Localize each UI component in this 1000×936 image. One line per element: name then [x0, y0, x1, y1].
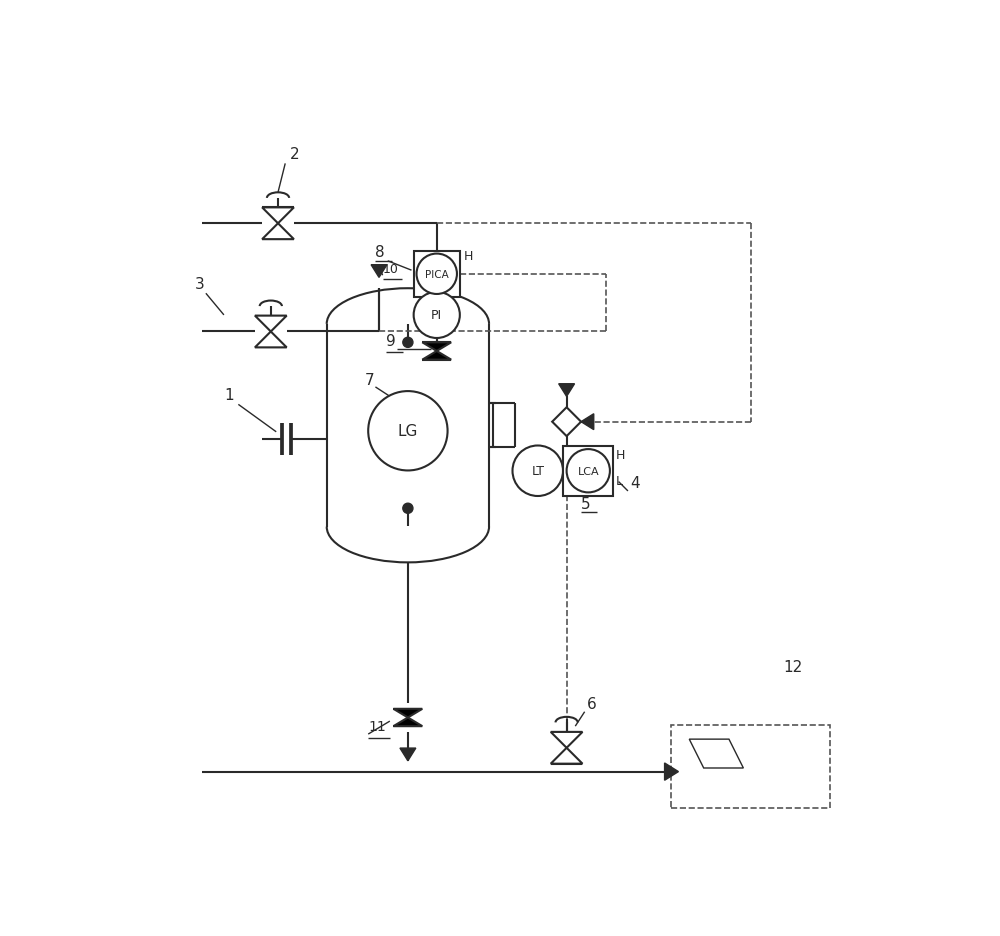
Bar: [563, 446, 613, 496]
Text: 6: 6: [587, 696, 597, 711]
Circle shape: [403, 504, 413, 514]
Text: 2: 2: [290, 147, 300, 162]
Bar: [414, 251, 460, 298]
Polygon shape: [422, 343, 451, 352]
Circle shape: [403, 338, 413, 348]
Polygon shape: [665, 763, 678, 781]
Text: 9: 9: [386, 334, 396, 349]
Bar: [671, 724, 830, 808]
Circle shape: [414, 293, 460, 339]
Polygon shape: [400, 748, 416, 761]
Text: 11: 11: [368, 720, 386, 734]
Polygon shape: [429, 266, 445, 278]
Text: LG: LG: [398, 424, 418, 439]
Circle shape: [512, 446, 563, 496]
Polygon shape: [393, 709, 422, 718]
Polygon shape: [429, 266, 445, 278]
Circle shape: [567, 449, 610, 493]
Polygon shape: [689, 739, 743, 768]
Text: LCA: LCA: [577, 466, 599, 476]
Text: 1: 1: [224, 388, 234, 402]
Text: PI: PI: [431, 309, 442, 322]
Polygon shape: [262, 208, 294, 224]
Polygon shape: [551, 748, 582, 764]
Text: 8: 8: [375, 244, 385, 259]
Polygon shape: [551, 732, 582, 748]
Polygon shape: [422, 352, 451, 360]
Polygon shape: [552, 408, 581, 436]
Text: 3: 3: [195, 277, 205, 292]
Text: 10: 10: [383, 263, 399, 276]
Polygon shape: [255, 332, 287, 348]
Text: 5: 5: [581, 497, 591, 512]
Text: 7: 7: [365, 373, 374, 388]
Text: L: L: [616, 475, 623, 488]
Polygon shape: [371, 266, 387, 278]
Circle shape: [417, 255, 457, 295]
Text: 12: 12: [783, 659, 802, 674]
Text: PICA: PICA: [425, 270, 449, 280]
Polygon shape: [393, 718, 422, 726]
Circle shape: [368, 391, 448, 471]
Text: H: H: [616, 448, 625, 461]
Polygon shape: [559, 385, 575, 397]
Text: LT: LT: [531, 465, 544, 477]
Polygon shape: [581, 415, 594, 431]
Text: H: H: [464, 250, 474, 263]
Polygon shape: [262, 224, 294, 240]
Text: 4: 4: [630, 475, 640, 490]
Polygon shape: [255, 316, 287, 332]
